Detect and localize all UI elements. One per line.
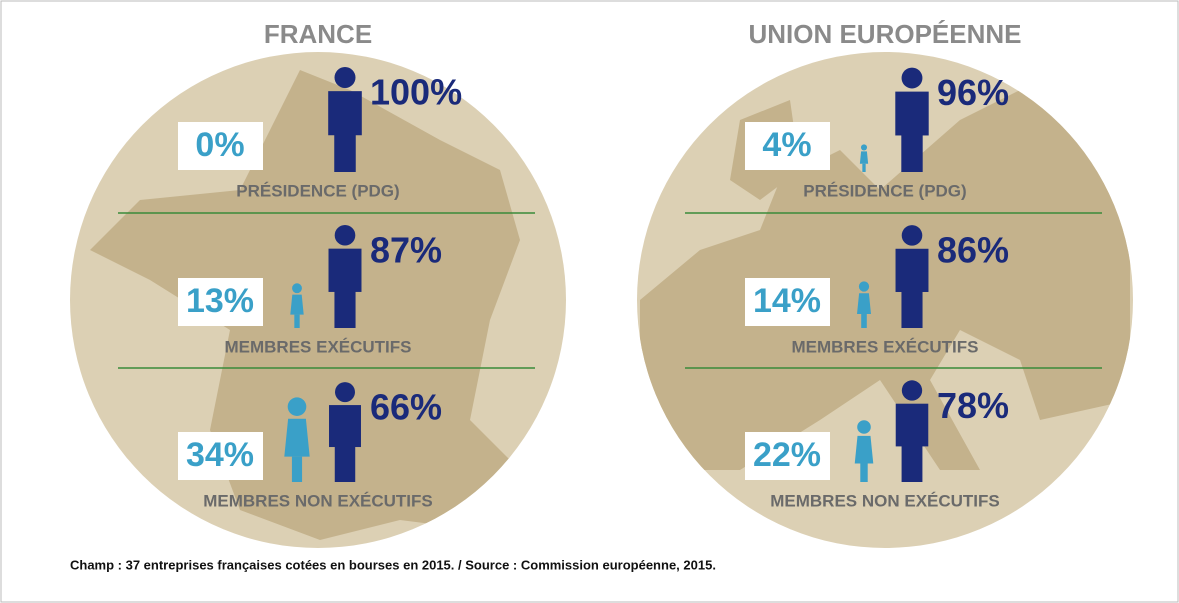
value-label: 13%: [186, 282, 254, 320]
man-figure: [328, 67, 362, 172]
head: [292, 283, 302, 294]
dress: [290, 294, 304, 315]
legs: [291, 456, 303, 482]
dress: [854, 435, 874, 464]
man-figure: [895, 225, 929, 328]
value-label: 0%: [195, 126, 244, 164]
label-box: [745, 278, 830, 326]
man-figure: [329, 382, 361, 482]
chart-title: UNION EUROPÉENNE: [748, 19, 1021, 49]
value-label: 34%: [186, 436, 254, 474]
head: [858, 281, 870, 292]
head: [901, 225, 923, 246]
head: [334, 224, 356, 246]
dress: [284, 418, 310, 457]
head: [335, 382, 355, 403]
head: [901, 380, 923, 401]
dress: [857, 293, 871, 315]
value-label: 100%: [370, 72, 462, 113]
man-figure: [328, 224, 362, 328]
legs: [294, 314, 300, 328]
map: [640, 90, 1130, 470]
torso: [895, 248, 929, 292]
label-box: [745, 122, 830, 170]
legs: [861, 314, 867, 328]
value-label: 87%: [370, 229, 442, 270]
legs: [334, 446, 356, 482]
category-label: MEMBRES NON EXÉCUTIFS: [770, 491, 1000, 510]
value-label: 86%: [937, 230, 1009, 271]
head: [334, 67, 356, 88]
value-label: 66%: [370, 387, 442, 428]
category-label: MEMBRES NON EXÉCUTIFS: [203, 491, 433, 510]
value-label: 78%: [937, 385, 1009, 426]
man-figure: [895, 380, 929, 482]
label-box: [178, 432, 263, 480]
label-box: [745, 432, 830, 480]
legs: [901, 445, 923, 482]
legs: [334, 290, 356, 328]
torso: [329, 405, 361, 448]
legs: [334, 134, 356, 172]
torso: [328, 91, 362, 136]
woman-figure: [290, 283, 304, 328]
head: [857, 420, 871, 434]
woman-figure: [859, 144, 869, 172]
legs: [901, 134, 923, 172]
value-label: 4%: [762, 126, 811, 164]
legs: [860, 463, 868, 482]
value-label: 96%: [937, 72, 1009, 113]
map: [90, 70, 520, 540]
value-label: 14%: [753, 282, 821, 320]
man-figure: [895, 67, 929, 172]
category-label: MEMBRES EXÉCUTIFS: [224, 337, 411, 356]
dress: [859, 151, 869, 164]
legs: [901, 290, 923, 328]
torso: [328, 248, 362, 292]
torso: [895, 403, 929, 447]
label-box: [178, 122, 263, 170]
category-label: MEMBRES EXÉCUTIFS: [791, 337, 978, 356]
head: [287, 397, 307, 417]
category-label: PRÉSIDENCE (PDG): [803, 181, 966, 200]
head: [901, 67, 923, 89]
woman-figure: [857, 281, 871, 328]
torso: [895, 91, 929, 136]
legs: [862, 163, 866, 172]
woman-figure: [284, 397, 310, 482]
footnote: Champ : 37 entreprises françaises cotées…: [70, 557, 716, 572]
head: [860, 144, 868, 151]
woman-figure: [854, 420, 874, 482]
chart-title: FRANCE: [264, 19, 372, 49]
value-label: 22%: [753, 436, 821, 474]
category-label: PRÉSIDENCE (PDG): [236, 181, 399, 200]
label-box: [178, 278, 263, 326]
